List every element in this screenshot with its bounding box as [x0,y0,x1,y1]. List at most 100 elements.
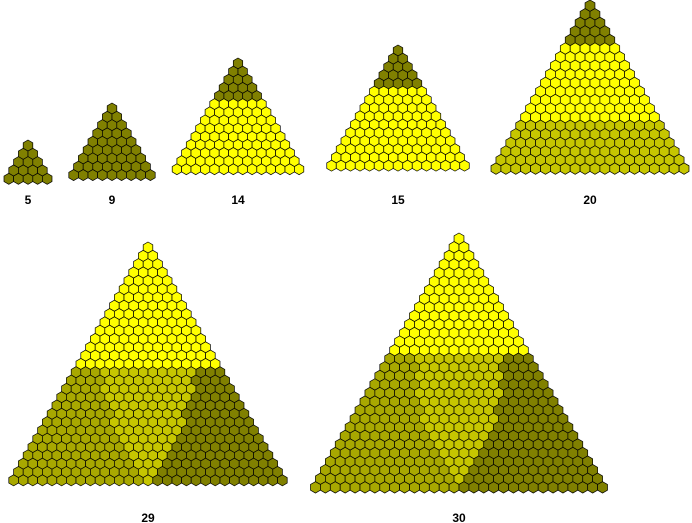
hex-cell [68,169,79,182]
hex-cell [267,474,278,487]
hex-cell [275,163,286,176]
hex-cell [329,481,341,494]
hex-cell [399,481,410,494]
hex-cell [478,481,490,494]
hex-cell [419,481,430,494]
hex-cell [530,162,541,175]
hex-cell [8,474,19,487]
hex-cell [294,163,305,176]
hex-cell [428,481,440,494]
hex-cell [364,159,375,172]
hex-cell [668,162,680,175]
hex-cell [190,163,201,176]
hex-cell [508,481,519,494]
hex-cell [265,163,276,176]
pyramid-5 [3,139,53,185]
hex-cell [218,163,229,176]
hex-cell [458,481,470,494]
hex-cell [629,162,640,175]
hex-cell [658,162,670,175]
hex-cell [87,169,98,182]
hex-cell [37,474,48,487]
hex-cell [557,481,569,494]
hex-cell [46,474,58,487]
hex-cell [116,169,127,182]
pyramid-15 [326,44,470,172]
hex-cell [219,474,230,487]
hex-cell [369,481,381,494]
hex-cell [619,162,630,175]
tilings-layer [3,0,690,494]
hex-cell [190,474,202,487]
hex-cell [114,474,125,487]
hex-cell [411,159,423,172]
hex-cell [339,481,351,494]
hex-cell [210,474,221,487]
hex-cell [587,481,598,494]
pyramid-29 [8,241,288,487]
hex-cell [359,481,371,494]
hex-cell [488,481,499,494]
hex-cell [238,474,250,487]
hex-cell [569,162,581,175]
hex-cell [162,474,173,487]
hex-cell [440,159,451,172]
pyramid-30 [310,232,608,494]
hex-cell [237,163,248,176]
label-29: 29 [141,511,155,523]
hex-cell [597,481,608,494]
hex-cell [354,159,366,172]
hex-cell [126,169,137,182]
hex-cell [42,172,53,185]
hex-cell [56,474,67,487]
hex-cell [22,172,34,185]
hex-cell [518,481,529,494]
hex-cell [577,481,589,494]
hex-cell [248,474,259,487]
hex-cell [550,162,561,175]
label-15: 15 [391,193,405,207]
hex-cell [430,159,442,172]
hex-cell [540,162,551,175]
hex-cell [520,162,531,175]
hex-cell [135,169,146,182]
hex-cell [559,162,571,175]
label-20: 20 [583,193,597,207]
hex-cell [310,481,321,494]
hex-cell [448,481,460,494]
hex-cell [438,481,450,494]
hex-cell [200,163,211,176]
hex-cell [537,481,549,494]
pyramid-20 [490,0,690,175]
hex-cell [326,159,337,172]
hex-cell [66,474,77,487]
hex-cell [75,474,86,487]
hex-cell [459,159,470,172]
hex-cell [392,159,404,172]
hex-cell [402,159,413,172]
hex-cell [97,169,108,182]
hex-cell [421,159,432,172]
hex-cell [379,481,391,494]
pyramid-9 [68,102,156,182]
hex-cell [609,162,621,175]
hex-cell [209,163,220,176]
hex-cell [171,474,182,487]
hex-cell [335,159,347,172]
hex-cell [500,162,512,175]
hex-cell [589,162,601,175]
label-14: 14 [231,193,245,207]
hex-cell [490,162,502,175]
hex-cell [468,481,480,494]
hex-cell [389,481,400,494]
hex-cell [228,163,239,176]
hex-cell [247,163,258,176]
hex-cell [258,474,269,487]
hex-cell [409,481,420,494]
hex-cell [13,172,24,185]
label-9: 9 [109,193,116,207]
hex-cell [349,481,361,494]
hex-cell [106,169,118,182]
hex-cell [104,474,115,487]
